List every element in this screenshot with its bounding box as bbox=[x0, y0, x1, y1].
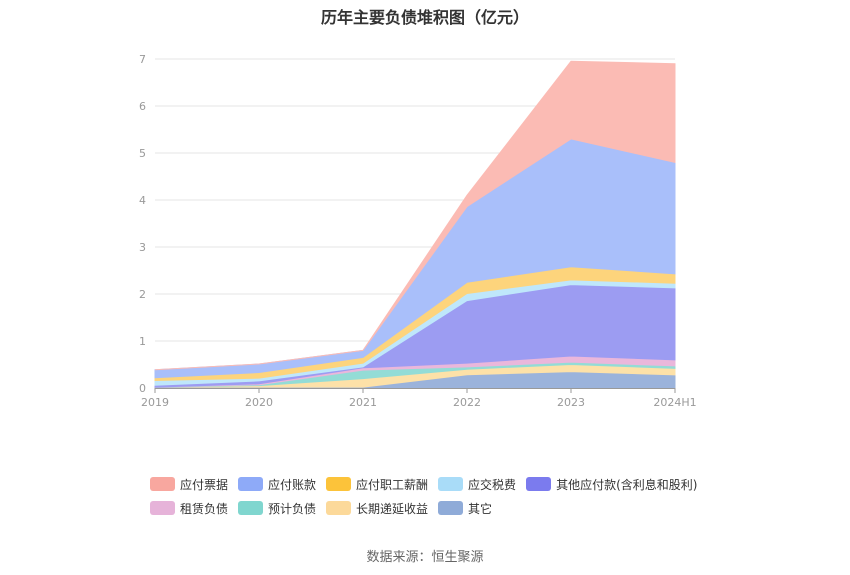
legend-swatch bbox=[326, 477, 352, 491]
legend-item[interactable]: 应付票据 bbox=[150, 476, 228, 493]
y-tick-label: 6 bbox=[139, 100, 146, 113]
y-tick-label: 4 bbox=[139, 194, 146, 207]
x-tick-label: 2023 bbox=[557, 396, 585, 409]
legend-item[interactable]: 预计负债 bbox=[238, 500, 316, 517]
legend-swatch bbox=[238, 501, 264, 515]
legend-row: 应付票据 应付账款 应付职工薪酬 应交税费 其他应付款(含利息和股利) bbox=[150, 472, 750, 496]
legend-item[interactable]: 应付职工薪酬 bbox=[326, 476, 428, 493]
x-tick-label: 2019 bbox=[141, 396, 169, 409]
y-tick-label: 7 bbox=[139, 53, 146, 66]
x-tick-label: 2021 bbox=[349, 396, 377, 409]
legend: 应付票据 应付账款 应付职工薪酬 应交税费 其他应付款(含利息和股利) 租赁负债 预计负债 长… bbox=[150, 472, 750, 520]
legend-label: 应付票据 bbox=[180, 477, 229, 492]
legend-label: 租赁负债 bbox=[180, 501, 229, 516]
y-tick-label: 0 bbox=[139, 382, 146, 395]
legend-row: 租赁负债 预计负债 长期递延收益 其它 bbox=[150, 496, 750, 520]
legend-label: 应付职工薪酬 bbox=[356, 477, 429, 492]
x-tick-label: 2022 bbox=[453, 396, 481, 409]
legend-item[interactable]: 应交税费 bbox=[438, 476, 516, 493]
legend-label: 应交税费 bbox=[468, 477, 517, 492]
legend-label: 其他应付款(含利息和股利) bbox=[556, 477, 698, 492]
stacked-area-chart: 0 1 2 3 4 5 6 7 2019 2020 2021 2022 2023 2024H1 bbox=[139, 53, 697, 409]
axes: 0 1 2 3 4 5 6 7 2019 2020 2021 2022 2023 2024H1 bbox=[139, 53, 697, 409]
legend-item[interactable]: 其他应付款(含利息和股利) bbox=[526, 476, 697, 493]
data-source: 数据来源：恒生聚源 bbox=[366, 550, 484, 565]
y-tick-label: 2 bbox=[139, 288, 146, 301]
legend-swatch bbox=[150, 477, 175, 491]
legend-swatch bbox=[150, 501, 175, 515]
y-tick-label: 3 bbox=[139, 241, 146, 254]
legend-label: 应付账款 bbox=[268, 477, 317, 492]
y-tick-label: 5 bbox=[139, 147, 146, 160]
legend-item[interactable]: 应付账款 bbox=[238, 476, 316, 493]
legend-swatch bbox=[438, 501, 464, 515]
y-tick-label: 1 bbox=[139, 335, 146, 348]
legend-label: 预计负债 bbox=[268, 501, 317, 516]
legend-label: 长期递延收益 bbox=[356, 501, 429, 516]
area-series-应付票据 bbox=[154, 60, 676, 371]
x-tick-label: 2020 bbox=[245, 396, 273, 409]
legend-label: 其它 bbox=[468, 501, 493, 516]
legend-item[interactable]: 长期递延收益 bbox=[326, 500, 428, 517]
legend-item[interactable]: 其它 bbox=[438, 500, 492, 517]
chart-title: 历年主要负债堆积图（亿元） bbox=[320, 8, 529, 27]
legend-swatch bbox=[238, 477, 264, 491]
area-series bbox=[154, 60, 676, 389]
x-tick-label: 2024H1 bbox=[653, 396, 696, 409]
legend-swatch bbox=[326, 501, 352, 515]
legend-swatch bbox=[438, 477, 464, 491]
legend-swatch bbox=[526, 477, 552, 491]
legend-item[interactable]: 租赁负债 bbox=[150, 500, 228, 517]
